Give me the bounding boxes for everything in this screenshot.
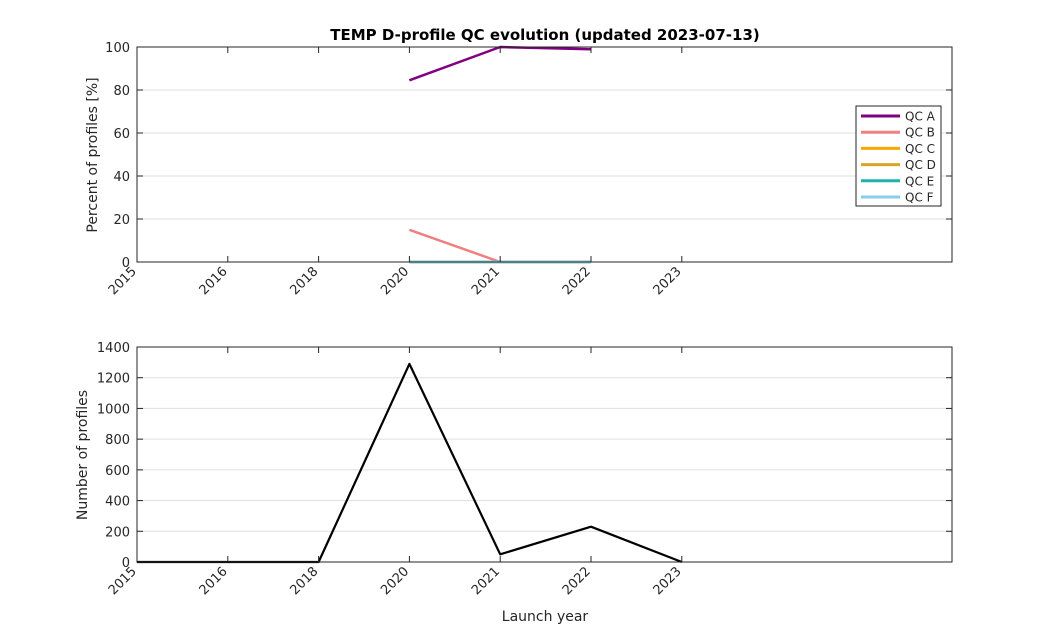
- chart-title: TEMP D-profile QC evolution (updated 202…: [330, 26, 760, 44]
- y-tick-label: 200: [105, 525, 130, 540]
- legend-entry: QC B: [905, 126, 935, 140]
- legend-entry: QC D: [905, 158, 936, 172]
- profile-count-chart: 0 200 400 600 800 1000 1200 1400 2015 2016 2018 202…: [75, 341, 953, 625]
- plot-frame-top: [136, 46, 953, 263]
- x-tick-label: 2021: [469, 564, 503, 598]
- legend-box: [855, 105, 942, 207]
- legend-entry: QC C: [905, 142, 935, 156]
- x-tick-label: 2015: [106, 564, 140, 598]
- legend-entry: QC A: [905, 110, 936, 124]
- legend: QC A QC B QC C QC D QC E QC F: [855, 105, 942, 207]
- y-tick-label: 40: [113, 170, 130, 185]
- x-tick-label: 2016: [197, 564, 231, 598]
- x-tick-label: 2020: [378, 264, 412, 298]
- y-tick-label: 400: [105, 495, 130, 510]
- x-tick-label: 2020: [378, 564, 412, 598]
- y-tick-label: 1400: [97, 341, 130, 356]
- x-tick-label: 2023: [651, 564, 685, 598]
- qc-percent-chart: TEMP D-profile QC evolution (updated 202…: [85, 26, 953, 298]
- y-tick-label: 100: [105, 41, 130, 56]
- x-tick-label: 2016: [197, 264, 231, 298]
- x-axis-label: Launch year: [502, 609, 589, 625]
- y-tick-label: 800: [105, 433, 130, 448]
- plot-frame-bottom: [136, 346, 953, 563]
- series-line: [137, 362, 683, 564]
- x-tick-label: 2022: [560, 564, 594, 598]
- x-tick-label: 2015: [106, 264, 140, 298]
- y-tick-label: 0: [122, 556, 130, 571]
- y-axis-label-top: Percent of profiles [%]: [85, 77, 101, 232]
- y-tick-label: 1000: [97, 402, 130, 417]
- y-tick-label: 0: [122, 256, 130, 271]
- x-tick-label: 2021: [469, 264, 503, 298]
- y-tick-label: 20: [113, 213, 130, 228]
- x-tick-label: 2018: [287, 564, 321, 598]
- y-tick-label: 1200: [97, 372, 130, 387]
- legend-entry: QC F: [905, 191, 934, 205]
- y-axis-label-bottom: Number of profiles: [75, 390, 91, 520]
- y-tick-label: 80: [113, 84, 130, 99]
- x-tick-label: 2022: [560, 264, 594, 298]
- x-tick-label: 2023: [651, 264, 685, 298]
- y-tick-label: 60: [113, 127, 130, 142]
- y-tick-label: 600: [105, 464, 130, 479]
- legend-entry: QC E: [905, 174, 934, 188]
- x-tick-label: 2018: [287, 264, 321, 298]
